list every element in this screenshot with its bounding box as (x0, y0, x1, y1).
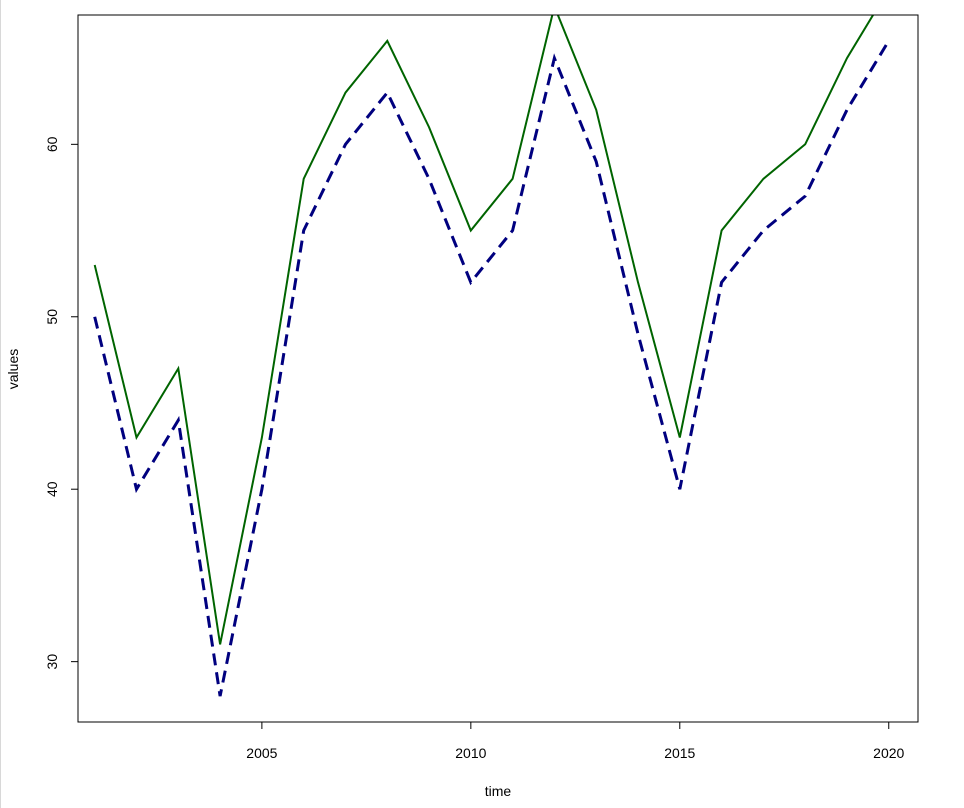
x-tick-label-2020: 2020 (873, 745, 904, 761)
series-line-1 (93, 15, 875, 645)
y-axis: 30 40 50 60 (44, 136, 79, 670)
y-tick-label-50: 50 (44, 309, 60, 325)
x-axis: 2005 2010 2015 2020 (246, 721, 905, 761)
y-axis-title: values (5, 349, 21, 389)
series-line-2 (93, 40, 890, 697)
y-tick-label-30: 30 (44, 654, 60, 670)
plot-frame (77, 14, 919, 723)
y-tick-label-40: 40 (44, 481, 60, 497)
x-tick-label-2010: 2010 (455, 745, 486, 761)
x-tick-label-2015: 2015 (664, 745, 695, 761)
y-tick-label-60: 60 (44, 136, 60, 152)
x-axis-title: time (485, 783, 512, 799)
x-tick-label-2005: 2005 (246, 745, 277, 761)
series-layer (93, 15, 890, 697)
